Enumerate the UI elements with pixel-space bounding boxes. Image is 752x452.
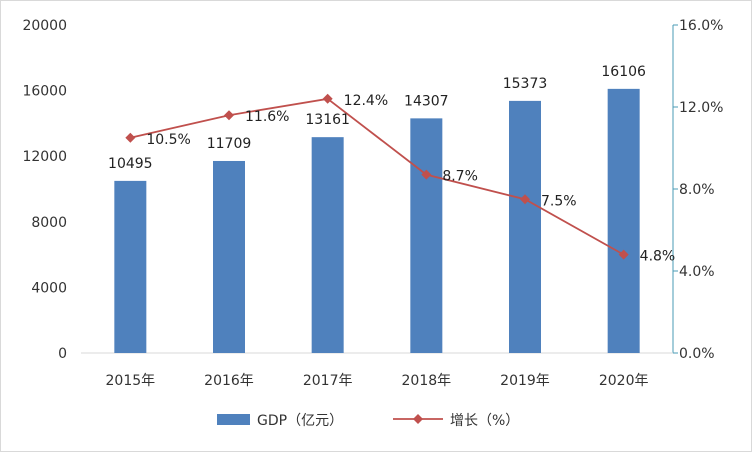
gdp-bar-label: 11709 bbox=[207, 136, 252, 152]
gdp-bar bbox=[114, 180, 147, 353]
line-layer bbox=[125, 93, 629, 260]
x-axis-tick-label: 2018年 bbox=[402, 373, 452, 389]
growth-marker bbox=[421, 169, 432, 180]
growth-marker bbox=[618, 249, 629, 260]
left-axis-tick-label: 0 bbox=[58, 346, 67, 362]
growth-marker bbox=[322, 93, 333, 104]
left-axis-tick-label: 4000 bbox=[31, 280, 67, 296]
growth-marker bbox=[125, 132, 136, 143]
left-axis-tick-label: 8000 bbox=[31, 215, 67, 231]
right-axis-tick-label: 4.0% bbox=[679, 264, 715, 280]
growth-label: 11.6% bbox=[245, 109, 289, 125]
x-axis-tick-label: 2017年 bbox=[303, 373, 353, 389]
x-axis-tick-label: 2016年 bbox=[204, 373, 254, 389]
legend-growth-marker bbox=[413, 414, 423, 424]
right-axis-tick-label: 8.0% bbox=[679, 182, 715, 198]
growth-label: 7.5% bbox=[541, 193, 577, 209]
growth-label: 8.7% bbox=[442, 169, 478, 185]
growth-label: 10.5% bbox=[146, 132, 190, 148]
gdp-bar bbox=[213, 160, 245, 353]
legend-growth-label: 增长（%） bbox=[450, 413, 519, 429]
gdp-bar bbox=[607, 88, 640, 353]
growth-marker bbox=[520, 194, 530, 205]
data-labels-layer: 10495 11709 13161 14307 15373 16106 10.5% 11.6%… bbox=[108, 64, 675, 265]
gdp-bar-label: 15373 bbox=[503, 76, 548, 92]
legend-gdp-swatch bbox=[217, 414, 250, 425]
gdp-bar-label: 16106 bbox=[601, 64, 646, 80]
x-axis-tick-label: 2015年 bbox=[106, 373, 156, 389]
left-axis-tick-label: 16000 bbox=[22, 84, 67, 100]
legend-gdp-label: GDP（亿元） bbox=[257, 413, 343, 429]
gdp-bar-label: 14307 bbox=[404, 93, 449, 109]
x-axis-tick-label: 2020年 bbox=[599, 373, 649, 389]
right-axis-tick-label: 0.0% bbox=[679, 346, 715, 362]
left-axis-tick-label: 20000 bbox=[22, 18, 67, 34]
gdp-bar bbox=[410, 118, 443, 353]
gdp-bar-label: 10495 bbox=[108, 156, 153, 172]
right-axis-tick-label: 16.0% bbox=[679, 18, 723, 34]
bars-layer bbox=[114, 88, 640, 353]
growth-line bbox=[130, 97, 625, 256]
legend: GDP（亿元） 增长（%） bbox=[217, 413, 519, 429]
growth-marker bbox=[224, 110, 234, 121]
gdp-bar bbox=[311, 137, 344, 353]
growth-label: 12.4% bbox=[344, 93, 388, 109]
axes-layer: 0 4000 8000 12000 16000 20000 0.0% 4.0% 8.0% 12.0… bbox=[22, 18, 723, 389]
right-axis-tick-label: 12.0% bbox=[679, 100, 723, 116]
x-axis-tick-label: 2019年 bbox=[500, 373, 550, 389]
left-axis-tick-label: 12000 bbox=[22, 149, 67, 165]
gdp-bar-label: 13161 bbox=[305, 112, 350, 128]
gdp-bar bbox=[509, 100, 541, 353]
growth-label: 4.8% bbox=[640, 249, 676, 265]
